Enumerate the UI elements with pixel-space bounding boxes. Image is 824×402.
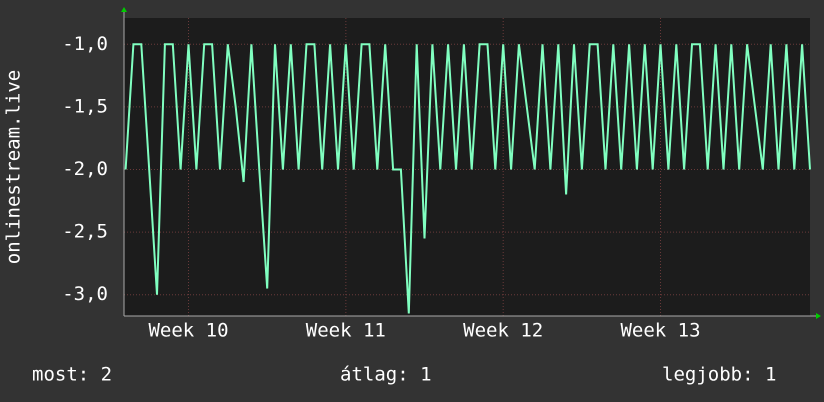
y-tick-label: -1,0 bbox=[62, 33, 108, 55]
legend-average: átlag: 1 bbox=[340, 364, 432, 386]
data-line bbox=[124, 43, 811, 314]
legend-best: legjobb: 1 bbox=[662, 364, 776, 386]
y-tick-label: -3,0 bbox=[62, 283, 108, 305]
axis-arrow bbox=[121, 7, 127, 12]
legend-current: most: 2 bbox=[32, 364, 112, 386]
x-tick-label: Week 13 bbox=[620, 320, 700, 342]
y-tick-label: -2,5 bbox=[62, 221, 108, 243]
plot-area bbox=[124, 18, 810, 316]
y-axis-label: onlinestream.live bbox=[3, 70, 25, 264]
x-tick-label: Week 11 bbox=[306, 320, 386, 342]
y-tick-label: -1,5 bbox=[62, 95, 108, 117]
x-tick-label: Week 10 bbox=[148, 320, 228, 342]
x-tick-label: Week 12 bbox=[463, 320, 543, 342]
y-tick-label: -2,0 bbox=[62, 158, 108, 180]
axis-arrow bbox=[816, 313, 821, 319]
